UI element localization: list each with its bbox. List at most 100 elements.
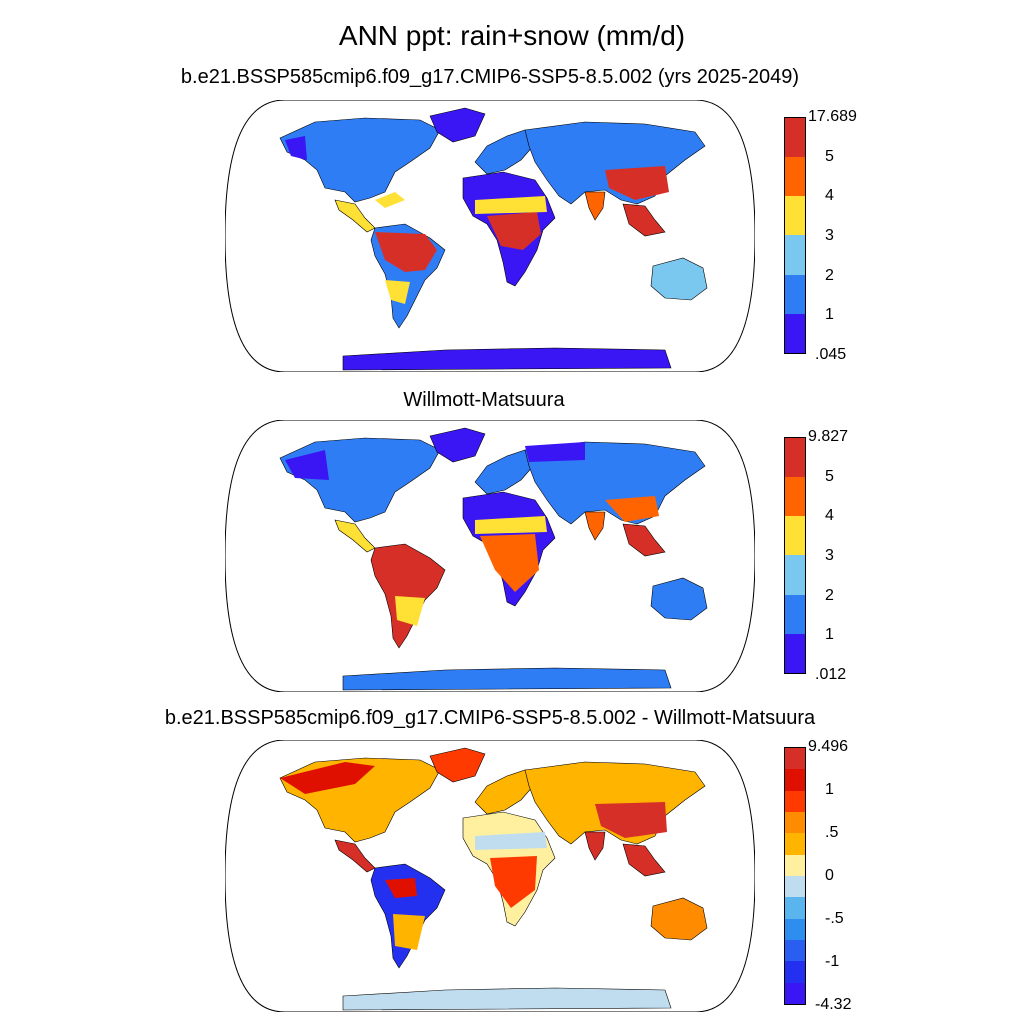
precip-region — [480, 534, 539, 592]
land-australia — [650, 257, 708, 301]
colorbar-swatch — [785, 157, 805, 197]
land-southAmerica — [370, 543, 446, 649]
colorbar-swatch — [785, 875, 805, 898]
precip-region — [475, 196, 547, 214]
colorbar-swatch — [785, 555, 805, 595]
precip-region — [285, 450, 329, 480]
precip-region — [475, 516, 547, 534]
land-northAmerica — [279, 437, 441, 523]
colorbar-swatch — [785, 633, 805, 673]
colorbar-swatch — [785, 918, 805, 940]
land-asia — [524, 441, 706, 525]
colorbar-swatch — [785, 833, 805, 855]
colorbar-swatch — [785, 897, 805, 919]
land-seAsia — [622, 203, 666, 237]
precip-region — [280, 762, 375, 794]
land-australia — [650, 577, 708, 621]
colorbar-swatch — [785, 313, 805, 353]
precip-region — [605, 166, 669, 200]
map-frame — [225, 100, 755, 372]
colorbar-swatch — [785, 118, 805, 158]
land-greenland — [429, 427, 486, 463]
colorbar-label: 5 — [825, 467, 834, 485]
colorbar-swatch — [785, 790, 805, 812]
colorbar-label: -1 — [825, 953, 840, 970]
panel-2-map — [225, 420, 755, 692]
colorbar-label: 9.496 — [808, 738, 849, 755]
map-field — [279, 747, 708, 1011]
colorbar-bar — [784, 747, 806, 1005]
precip-region — [393, 914, 425, 950]
colorbar-bar — [784, 117, 806, 354]
colorbar-label: 0 — [825, 867, 834, 884]
precip-region — [595, 802, 667, 838]
colorbar-label: 9.827 — [808, 428, 849, 445]
precip-region — [395, 596, 425, 626]
map-frame — [225, 420, 755, 692]
land-antarctica — [342, 667, 672, 691]
colorbar-swatch — [785, 235, 805, 275]
precip-region — [375, 192, 405, 208]
precip-region — [605, 496, 659, 522]
colorbar-swatch — [785, 939, 805, 962]
colorbar-label: .045 — [815, 346, 847, 363]
panel-1-title: b.e21.BSSP585cmip6.f09_g17.CMIP6-SSP5-8.… — [180, 66, 800, 88]
precip-region — [490, 856, 537, 908]
figure-title: ANN ppt: rain+snow (mm/d) — [338, 20, 686, 51]
colorbar-label: 3 — [825, 227, 834, 244]
land-centralAm — [334, 519, 376, 553]
colorbar-label: .5 — [825, 824, 839, 841]
precip-region — [385, 878, 417, 898]
colorbar-label: 2 — [825, 586, 834, 604]
precip-region — [475, 832, 547, 850]
land-antarctica — [342, 987, 672, 1011]
land-antarctica — [342, 347, 672, 371]
colorbar-label: 1 — [825, 781, 834, 798]
colorbar-label: 4 — [825, 187, 834, 205]
land-seAsia — [622, 523, 666, 557]
panel-3-map — [225, 740, 755, 1012]
colorbar-bar — [784, 437, 806, 674]
colorbar-label: 17.689 — [808, 108, 857, 125]
colorbar-swatch — [785, 438, 805, 478]
colorbar-label: 1 — [825, 306, 834, 324]
land-india — [584, 831, 606, 861]
precip-region — [385, 280, 410, 304]
land-greenland — [429, 107, 486, 143]
land-centralAm — [334, 199, 376, 233]
land-europe — [474, 129, 536, 175]
land-india — [584, 191, 606, 221]
colorbar-swatch — [785, 811, 805, 834]
precip-region — [375, 232, 437, 272]
colorbar-swatch — [785, 748, 805, 770]
land-australia — [650, 897, 708, 941]
colorbar-label: 3 — [825, 547, 834, 564]
land-europe — [474, 769, 536, 815]
colorbar-swatch — [785, 196, 805, 236]
colorbar-swatch — [785, 769, 805, 791]
panel-3-title: b.e21.BSSP585cmip6.f09_g17.CMIP6-SSP5-8.… — [164, 707, 816, 729]
colorbar-swatch — [785, 516, 805, 556]
colorbar-swatch — [785, 982, 805, 1004]
panel-1-map — [225, 100, 755, 372]
colorbar-label: -4.32 — [815, 996, 852, 1013]
land-asia — [524, 121, 706, 205]
land-northAmerica — [279, 117, 441, 203]
land-centralAm — [334, 839, 376, 873]
colorbar-swatch — [785, 961, 805, 983]
map-field — [279, 107, 708, 371]
land-india — [584, 511, 606, 541]
colorbar-label: 4 — [825, 507, 834, 525]
colorbar-swatch — [785, 594, 805, 634]
map-frame — [225, 740, 755, 1012]
colorbar-label: .012 — [815, 666, 847, 683]
precip-region — [525, 442, 585, 462]
colorbar-swatch — [785, 854, 805, 876]
map-field — [279, 427, 708, 691]
panel-2-title: Willmott-Matsuura — [403, 389, 565, 411]
colorbar-swatch — [785, 274, 805, 314]
land-europe — [474, 449, 536, 495]
precip-region — [487, 212, 541, 250]
precip-region — [285, 136, 307, 160]
land-greenland — [429, 747, 486, 783]
